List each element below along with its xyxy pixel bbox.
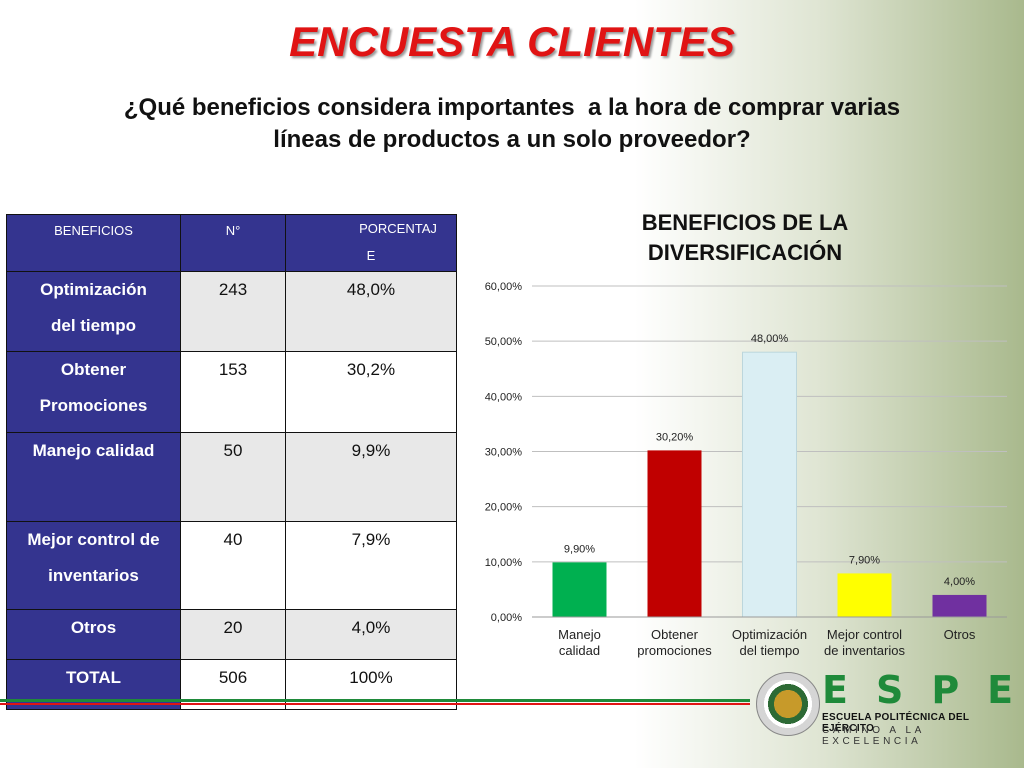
- data-label: 4,00%: [944, 576, 975, 588]
- table-row: Manejo calidad 50 9,9%: [6, 432, 457, 522]
- data-label: 9,90%: [564, 543, 595, 555]
- x-tick-label: Optimización: [732, 627, 807, 642]
- header-beneficios: BENEFICIOS: [6, 214, 181, 272]
- row-percentage: 100%: [285, 659, 457, 710]
- y-tick-label: 0,00%: [491, 612, 522, 624]
- header-porcentaje: PORCENTAJ E: [285, 214, 457, 272]
- bar: [647, 450, 702, 617]
- benefit-label-line-1: Mejor control de: [27, 530, 160, 549]
- y-tick-label: 20,00%: [485, 502, 523, 514]
- row-benefit-label: Mejor control de inventarios: [6, 521, 181, 610]
- chart-title-line-2: DIVERSIFICACIÓN: [647, 240, 843, 265]
- footer-red-line: [0, 703, 750, 705]
- row-benefit-label: Otros: [6, 609, 181, 660]
- benefit-label-line-1: Obtener: [60, 360, 127, 379]
- table-row: Mejor control de inventarios 40 7,9%: [6, 521, 457, 610]
- x-tick-label: Mejor control: [827, 627, 902, 642]
- logo-letters: ESPE: [822, 668, 1024, 712]
- row-count: 243: [180, 271, 286, 352]
- row-benefit-label: TOTAL: [6, 659, 181, 710]
- benefit-label-line-1: Manejo calidad: [32, 441, 155, 460]
- table-row: TOTAL 506 100%: [6, 659, 457, 710]
- x-tick-label: Otros: [944, 627, 976, 642]
- footer-green-line: [0, 699, 750, 702]
- row-count: 153: [180, 351, 286, 433]
- benefit-label-line-2: Promociones: [39, 396, 148, 415]
- x-tick-label: promociones: [637, 643, 712, 658]
- row-benefit-label: Manejo calidad: [6, 432, 181, 522]
- table-header-row: BENEFICIOS N° PORCENTAJ E: [6, 214, 457, 272]
- table-row: Optimización del tiempo 243 48,0%: [6, 271, 457, 352]
- row-count: 506: [180, 659, 286, 710]
- row-percentage: 7,9%: [285, 521, 457, 610]
- benefits-table-container: BENEFICIOS N° PORCENTAJ E Optimización de…: [6, 214, 457, 710]
- question-line-1: ¿Qué beneficios considera importantes a …: [123, 94, 901, 121]
- bar: [932, 594, 987, 617]
- survey-question: ¿Qué beneficios considera importantes a …: [20, 92, 1004, 156]
- slide-title: ENCUESTA CLIENTES: [289, 18, 735, 65]
- header-numero: N°: [180, 214, 286, 272]
- table-row: Obtener Promociones 153 30,2%: [6, 351, 457, 433]
- bar: [552, 562, 607, 617]
- row-percentage: 48,0%: [285, 271, 457, 352]
- espe-logo: ESPE ESCUELA POLITÉCNICA DEL EJÉRCITO CA…: [752, 668, 1024, 747]
- x-tick-label: de inventarios: [824, 643, 905, 658]
- y-tick-label: 40,00%: [485, 391, 523, 403]
- row-benefit-label: Obtener Promociones: [6, 351, 181, 433]
- benefit-label-line-1: Optimización: [40, 280, 147, 299]
- benefit-label-line-1: Otros: [70, 618, 117, 637]
- x-tick-label: Obtener: [651, 627, 699, 642]
- benefit-label-line-1: TOTAL: [65, 668, 122, 687]
- chart-title-line-1: BENEFICIOS DE LA: [641, 210, 849, 235]
- benefits-table: BENEFICIOS N° PORCENTAJ E Optimización de…: [6, 214, 457, 710]
- row-count: 50: [180, 432, 286, 522]
- bar: [742, 351, 797, 618]
- chart-title: BENEFICIOS DE LA DIVERSIFICACIÓN: [560, 208, 930, 268]
- data-label: 7,90%: [849, 554, 880, 566]
- bar-chart: 0,00% 10,00% 20,00% 30,00% 40,00% 50,00% 60,00…: [485, 281, 1007, 658]
- x-tick-label: calidad: [559, 643, 600, 658]
- x-tick-label: del tiempo: [740, 643, 800, 658]
- y-tick-label: 30,00%: [485, 447, 523, 459]
- data-label: 48,00%: [751, 333, 789, 345]
- espe-seal-icon: [756, 672, 820, 736]
- row-percentage: 9,9%: [285, 432, 457, 522]
- bar: [837, 573, 892, 617]
- y-tick-label: 50,00%: [485, 336, 523, 348]
- row-benefit-label: Optimización del tiempo: [6, 271, 181, 352]
- row-percentage: 30,2%: [285, 351, 457, 433]
- row-percentage: 4,0%: [285, 609, 457, 660]
- x-tick-label: Manejo: [558, 627, 601, 642]
- table-row: Otros 20 4,0%: [6, 609, 457, 660]
- row-count: 40: [180, 521, 286, 610]
- row-count: 20: [180, 609, 286, 660]
- logo-institution: ESCUELA POLITÉCNICA DEL EJÉRCITO: [822, 712, 970, 734]
- benefit-label-line-2: del tiempo: [50, 316, 136, 335]
- benefit-label-line-2: inventarios: [48, 566, 139, 585]
- y-tick-label: 60,00%: [485, 281, 523, 293]
- logo-motto: CAMINO A LA EXCELENCIA: [822, 725, 925, 747]
- question-line-2: líneas de productos a un solo proveedor?: [273, 126, 751, 153]
- y-tick-label: 10,00%: [485, 557, 523, 569]
- data-label: 30,20%: [656, 431, 694, 443]
